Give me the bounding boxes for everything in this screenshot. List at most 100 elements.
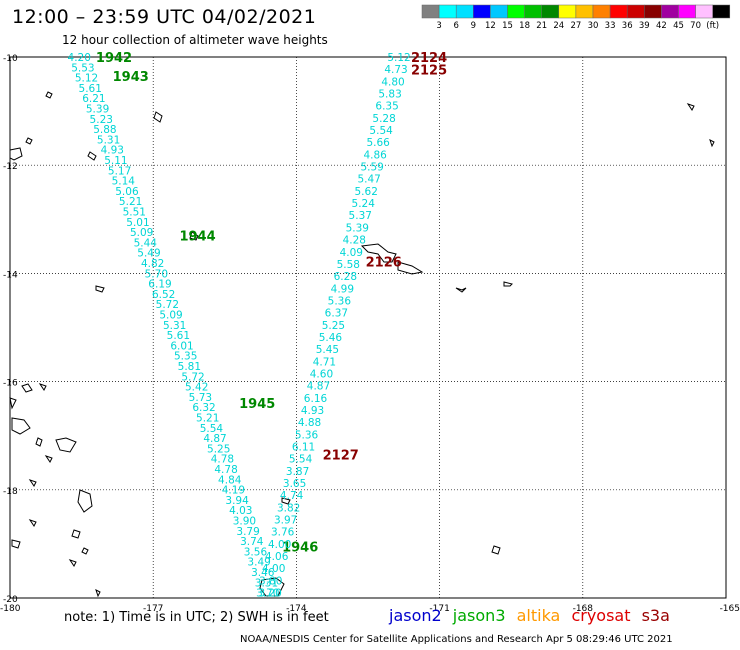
wave-height-label: 5.35 <box>174 351 197 363</box>
wave-height-label: 6.21 <box>82 93 105 105</box>
colorbar: 3 6 9 12 15 18 21 24 27 30 33 36 39 42 45 70 (ft) <box>421 4 731 31</box>
x-tick-label: -174 <box>286 604 307 614</box>
colorbar-swatch <box>541 4 560 19</box>
legend-jason2: jason2 <box>389 606 442 625</box>
track-s3a: 5.124.734.805.836.355.285.545.664.865.59… <box>256 51 447 600</box>
wave-height-label: 5.47 <box>357 174 380 186</box>
note-text: note: 1) Time is in UTC; 2) SWH is in fe… <box>64 610 329 625</box>
wave-height-label: 5.09 <box>159 309 182 321</box>
wave-height-label: 5.06 <box>115 186 139 198</box>
wave-height-label: 5.54 <box>200 423 224 435</box>
chart-title: 12:00 – 23:59 UTC 04/02/2021 <box>12 6 317 28</box>
wave-height-label: 5.51 <box>123 206 146 218</box>
colorbar-swatch <box>592 4 611 19</box>
wave-height-label: 5.23 <box>90 114 113 126</box>
wave-height-label: 5.88 <box>93 124 116 136</box>
satellite-legend: jason2 jason3 altika cryosat s3a <box>389 606 676 625</box>
wave-height-label: 4.03 <box>229 505 252 517</box>
wave-height-label: 5.25 <box>207 443 230 455</box>
colorbar-label: 39 <box>639 21 650 31</box>
colorbar-label: 9 <box>471 21 476 31</box>
wave-height-label: 5.66 <box>366 137 390 149</box>
colorbar-swatch <box>609 4 628 19</box>
wave-height-label: 4.86 <box>363 149 387 161</box>
time-tag: 1946 <box>282 541 318 556</box>
wave-height-label: 5.37 <box>349 210 372 222</box>
wave-height-label: 3.82 <box>277 502 300 514</box>
x-axis-tick-labels: -180 -177 -174 -171 -168 -165 <box>0 604 740 614</box>
colorbar-label: 33 <box>605 21 616 31</box>
wave-height-label: 4.78 <box>211 454 234 466</box>
colorbar-swatch <box>438 4 457 19</box>
wave-height-label: 4.00 <box>262 563 285 575</box>
colorbar-swatch <box>575 4 594 19</box>
colorbar-swatch <box>678 4 696 19</box>
wave-height-label: 5.58 <box>337 259 360 271</box>
wave-height-label: 4.78 <box>214 464 237 476</box>
colorbar-swatch <box>524 4 542 19</box>
wave-height-label: 6.28 <box>334 271 357 283</box>
wave-height-label: 5.09 <box>130 227 153 239</box>
wave-height-label: 3.65 <box>283 478 306 490</box>
colorbar-label: 30 <box>588 21 599 31</box>
wave-height-label: 3.31 <box>255 577 278 589</box>
wave-height-label: 5.49 <box>137 248 160 260</box>
colorbar-swatch <box>558 4 577 19</box>
wave-height-label: 3.80 <box>259 575 282 587</box>
wave-height-label: 4.71 <box>313 356 336 368</box>
wave-height-label: 5.31 <box>97 134 120 146</box>
wave-height-label: 5.42 <box>185 382 208 394</box>
time-tag: 1944 <box>179 230 215 245</box>
wave-height-label: 5.72 <box>156 299 179 311</box>
wave-height-label: 4.60 <box>310 368 333 380</box>
wave-height-label: 5.54 <box>289 454 313 466</box>
wave-height-label: 3.76 <box>271 527 295 539</box>
wave-height-label: 5.31 <box>163 320 186 332</box>
colorbar-label: 12 <box>485 21 496 31</box>
wave-height-label: 4.09 <box>340 247 363 259</box>
y-tick-label: -12 <box>3 162 18 172</box>
colorbar-label: 6 <box>453 21 458 31</box>
wave-height-label: 6.35 <box>375 101 398 113</box>
wave-height-label: 5.61 <box>167 330 190 342</box>
grid <box>9 56 727 599</box>
colorbar-swatch <box>473 4 491 19</box>
time-tag: 1942 <box>96 51 132 66</box>
wave-height-label: 5.21 <box>119 196 142 208</box>
wave-height-label: 5.12 <box>387 52 410 64</box>
colorbar-label: 21 <box>536 21 547 31</box>
wave-height-label: 4.93 <box>101 145 124 157</box>
wave-height-label: 4.87 <box>307 381 330 393</box>
wave-height-label: 6.19 <box>148 279 171 291</box>
colorbar-label: 18 <box>519 21 530 31</box>
wave-height-label: 5.81 <box>178 361 201 373</box>
wave-height-label: 6.11 <box>292 442 315 454</box>
wave-height-label: 3.20 <box>258 588 281 600</box>
colorbar-swatch <box>626 4 645 19</box>
wave-height-label: 4.84 <box>218 474 242 486</box>
y-tick-label: -16 <box>3 379 18 389</box>
x-tick-label: -180 <box>0 604 21 614</box>
colorbar-label: 70 <box>690 21 701 31</box>
wave-height-label: 3.74 <box>240 536 264 548</box>
time-tag: 1943 <box>113 70 149 85</box>
y-tick-label: -18 <box>3 487 18 497</box>
wave-height-label: 5.14 <box>112 176 136 188</box>
wave-height-label: 5.73 <box>189 392 212 404</box>
wave-height-label: 5.83 <box>378 89 401 101</box>
x-tick-label: -168 <box>573 604 594 614</box>
colorbar-swatch <box>455 4 474 19</box>
wave-height-label: 5.59 <box>360 162 383 174</box>
legend-cryosat: cryosat <box>571 606 631 625</box>
y-tick-label: -14 <box>3 270 18 280</box>
time-tag: 1945 <box>239 397 275 412</box>
wave-height-label: 5.28 <box>372 113 395 125</box>
y-tick-label: -10 <box>3 54 18 64</box>
wave-height-label: 3.49 <box>247 557 270 569</box>
wave-height-label: 4.82 <box>141 258 164 270</box>
wave-height-label: 6.32 <box>192 402 215 414</box>
wave-height-label: 4.80 <box>381 76 404 88</box>
wave-height-label: 4.87 <box>203 433 226 445</box>
colorbar-swatch <box>507 4 525 19</box>
